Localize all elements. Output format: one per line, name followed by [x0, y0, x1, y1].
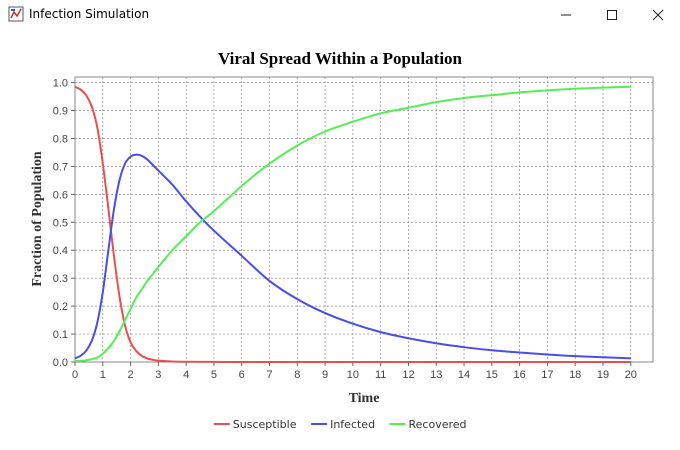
y-tick-label: 0.5: [53, 217, 68, 229]
x-tick-label: 14: [458, 369, 470, 381]
legend-label-infected: Infected: [330, 418, 375, 431]
x-axis-label: Time: [349, 391, 380, 406]
x-tick-label: 13: [430, 369, 442, 381]
legend-label-susceptible: Susceptible: [233, 418, 297, 431]
y-tick-label: 0.3: [53, 273, 68, 285]
plot-area: [74, 76, 654, 363]
x-tick-label: 19: [597, 369, 609, 381]
y-axis-label: Fraction of Population: [30, 151, 45, 287]
x-axis-ticks: 0 1 2 3 4 5 6 7 8 9 10 11 12 13 14 15 16 17 18 19 20: [72, 362, 637, 381]
y-tick-label: 0.4: [53, 245, 68, 257]
y-tick-label: 0.0: [53, 357, 68, 369]
x-tick-label: 1: [100, 369, 106, 381]
x-tick-label: 7: [266, 369, 272, 381]
x-tick-label: 17: [541, 369, 553, 381]
y-tick-label: 0.2: [53, 301, 68, 313]
y-tick-label: 0.6: [53, 189, 68, 201]
window-title: Infection Simulation: [29, 7, 150, 21]
minimize-button[interactable]: [543, 0, 589, 30]
x-tick-label: 6: [239, 369, 245, 381]
maximize-button[interactable]: [589, 0, 635, 30]
close-icon: [652, 9, 664, 21]
legend: Susceptible Infected Recovered: [213, 418, 467, 431]
x-tick-label: 18: [569, 369, 581, 381]
x-tick-label: 4: [183, 369, 189, 381]
x-tick-label: 10: [347, 369, 359, 381]
y-tick-label: 0.1: [53, 329, 68, 341]
y-axis-ticks: 0.0 0.1 0.2 0.3 0.4 0.5 0.6 0.7 0.8 0.9 1.0: [53, 78, 75, 369]
x-tick-label: 0: [72, 369, 78, 381]
series-line-susceptible: [74, 85, 631, 363]
java-app-icon: [8, 6, 24, 22]
close-button[interactable]: [635, 0, 680, 30]
series-lines: [74, 85, 631, 363]
x-tick-label: 5: [211, 369, 217, 381]
y-tick-label: 1.0: [53, 78, 68, 90]
series-line-recovered: [74, 85, 631, 363]
x-tick-label: 20: [625, 369, 637, 381]
window-titlebar: Infection Simulation: [0, 0, 680, 30]
series-line-infected: [74, 153, 631, 360]
maximize-icon: [607, 10, 617, 20]
y-tick-label: 0.7: [53, 161, 68, 173]
x-tick-label: 15: [486, 369, 498, 381]
x-tick-label: 8: [294, 369, 300, 381]
x-tick-label: 11: [375, 369, 386, 381]
minimize-icon: [561, 14, 571, 16]
x-tick-label: 2: [128, 369, 134, 381]
x-tick-label: 9: [322, 369, 328, 381]
y-tick-label: 0.9: [53, 106, 68, 118]
x-tick-label: 16: [513, 369, 525, 381]
legend-label-recovered: Recovered: [409, 418, 467, 431]
x-tick-label: 3: [155, 369, 161, 381]
y-tick-label: 0.8: [53, 133, 68, 145]
chart-title: Viral Spread Within a Population: [218, 49, 463, 68]
x-tick-label: 12: [402, 369, 414, 381]
